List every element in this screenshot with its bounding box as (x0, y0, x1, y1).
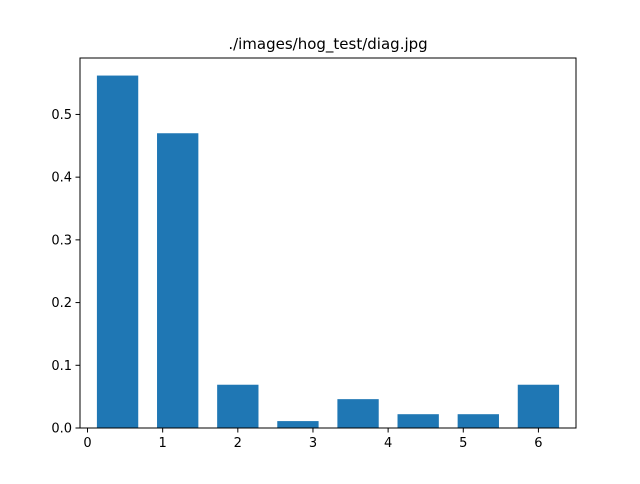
x-tick-label-5: 5 (459, 436, 467, 451)
chart-title: ./images/hog_test/diag.jpg (228, 35, 427, 54)
bars-layer (96, 75, 560, 428)
bar-6 (457, 414, 499, 428)
x-tick-label-0: 0 (83, 436, 91, 451)
bar-3 (277, 421, 319, 428)
bar-2 (217, 384, 259, 428)
y-tick-label-3: 0.3 (51, 233, 72, 248)
plot-frame (79, 57, 577, 429)
x-tick-label-2: 2 (234, 436, 242, 451)
bar-5 (397, 414, 439, 428)
bar-1 (157, 133, 199, 428)
x-tick-label-4: 4 (384, 436, 392, 451)
y-tick-label-2: 0.2 (51, 296, 72, 311)
y-tick-label-4: 0.4 (51, 171, 72, 186)
y-tick-label-0: 0.0 (51, 422, 72, 437)
bar-7 (517, 384, 560, 428)
x-tick-label-3: 3 (309, 436, 317, 451)
bar-0 (96, 75, 139, 428)
x-tick-label-1: 1 (159, 436, 167, 451)
y-tick-label-1: 0.1 (51, 359, 72, 374)
bar-4 (337, 399, 379, 428)
x-tick-label-6: 6 (534, 436, 542, 451)
y-tick-label-5: 0.5 (51, 108, 72, 123)
ticks-layer: 0 1 2 3 4 5 6 0.0 0.1 0.2 0.3 0.4 0.5 (51, 108, 542, 451)
